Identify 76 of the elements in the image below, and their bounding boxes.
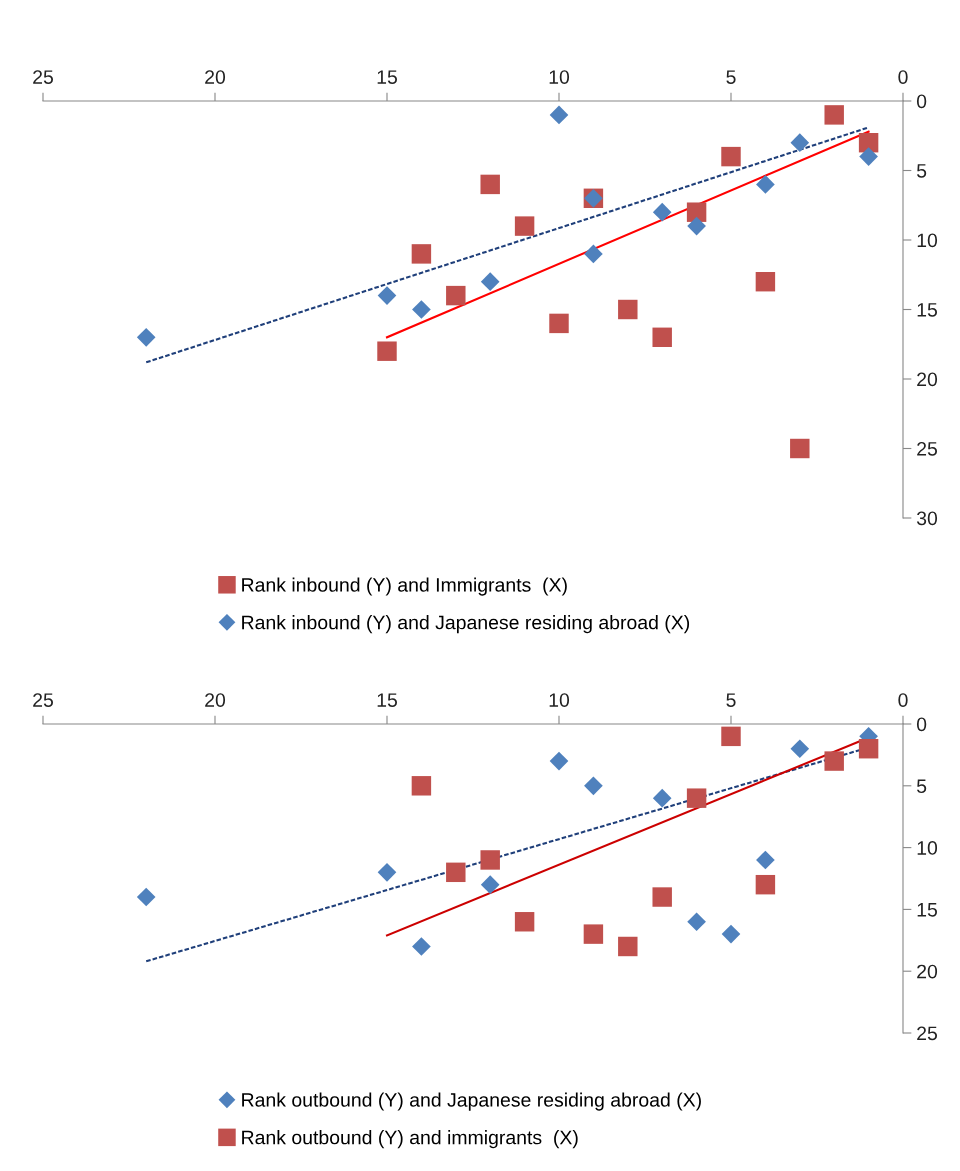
point: [755, 271, 776, 292]
point: [549, 313, 569, 334]
point: [412, 300, 431, 319]
x-tick-label: 0: [898, 693, 908, 707]
y-tick-label: 10: [917, 233, 938, 248]
x-tick-label: 25: [33, 693, 53, 707]
point: [790, 739, 810, 759]
y-tick-label: 30: [916, 511, 938, 526]
point: [652, 788, 672, 808]
point: [480, 174, 500, 195]
point: [480, 272, 500, 292]
point: [687, 216, 706, 236]
point: [446, 862, 466, 883]
point: [790, 438, 810, 459]
point: [412, 937, 431, 956]
point: [790, 133, 810, 153]
point: [652, 327, 672, 348]
point: [618, 936, 638, 957]
point: [583, 924, 604, 944]
point: [377, 286, 397, 305]
point: [480, 875, 500, 895]
point: [824, 751, 844, 771]
x-tick-label: 0: [898, 70, 908, 84]
y-tick-label: 15: [917, 303, 938, 317]
point: [446, 285, 466, 306]
point: [377, 341, 397, 361]
y-tick-label: 20: [917, 964, 938, 979]
point: [859, 147, 878, 166]
point: [584, 244, 603, 264]
point: [756, 175, 775, 194]
y-tick-label: 25: [917, 1026, 938, 1041]
x-tick-label: 20: [205, 70, 226, 84]
y-tick-label: 25: [917, 441, 938, 456]
y-tick-label: 0: [916, 717, 927, 732]
point: [687, 912, 706, 932]
point: [755, 874, 776, 895]
legend-label: Rank outbound (Y) and Japanese residing abroad (X): [242, 1092, 701, 1111]
point: [824, 105, 844, 125]
point: [549, 105, 569, 125]
y-tick-label: 10: [917, 841, 938, 855]
point: [618, 299, 638, 320]
point: [858, 739, 879, 759]
y-tick-label: 5: [916, 779, 927, 794]
point: [584, 776, 603, 796]
point: [514, 216, 535, 236]
point: [652, 202, 672, 222]
legend-label: Rank outbound (Y) and immigrants (X): [242, 1130, 578, 1149]
y-tick-label: 5: [916, 164, 927, 178]
y-tick-label: 0: [916, 94, 927, 109]
legend-label: Rank inbound (Y) and Japanese residing abroad (X): [242, 615, 690, 634]
point: [136, 887, 156, 907]
x-tick-label: 10: [549, 693, 570, 707]
point: [377, 862, 397, 882]
point: [136, 327, 156, 347]
x-tick-label: 15: [377, 693, 397, 707]
point: [721, 726, 741, 747]
point: [480, 850, 500, 870]
point: [514, 912, 535, 932]
x-tick-label: 20: [205, 693, 226, 707]
legend-label: Rank inbound (Y) and Immigrants (X): [242, 577, 567, 596]
point: [652, 887, 672, 907]
point: [721, 924, 741, 944]
x-tick-label: 25: [33, 70, 53, 84]
point: [549, 751, 569, 771]
point: [411, 244, 432, 264]
x-tick-label: 10: [549, 70, 570, 84]
point: [721, 146, 741, 167]
point: [686, 202, 707, 222]
point: [756, 850, 775, 870]
point: [686, 788, 707, 808]
x-tick-label: 15: [377, 70, 397, 84]
y-tick-label: 20: [917, 372, 938, 387]
x-tick-label: 5: [726, 70, 736, 84]
y-tick-label: 15: [917, 903, 938, 917]
x-tick-label: 5: [726, 693, 736, 707]
point: [411, 776, 432, 796]
